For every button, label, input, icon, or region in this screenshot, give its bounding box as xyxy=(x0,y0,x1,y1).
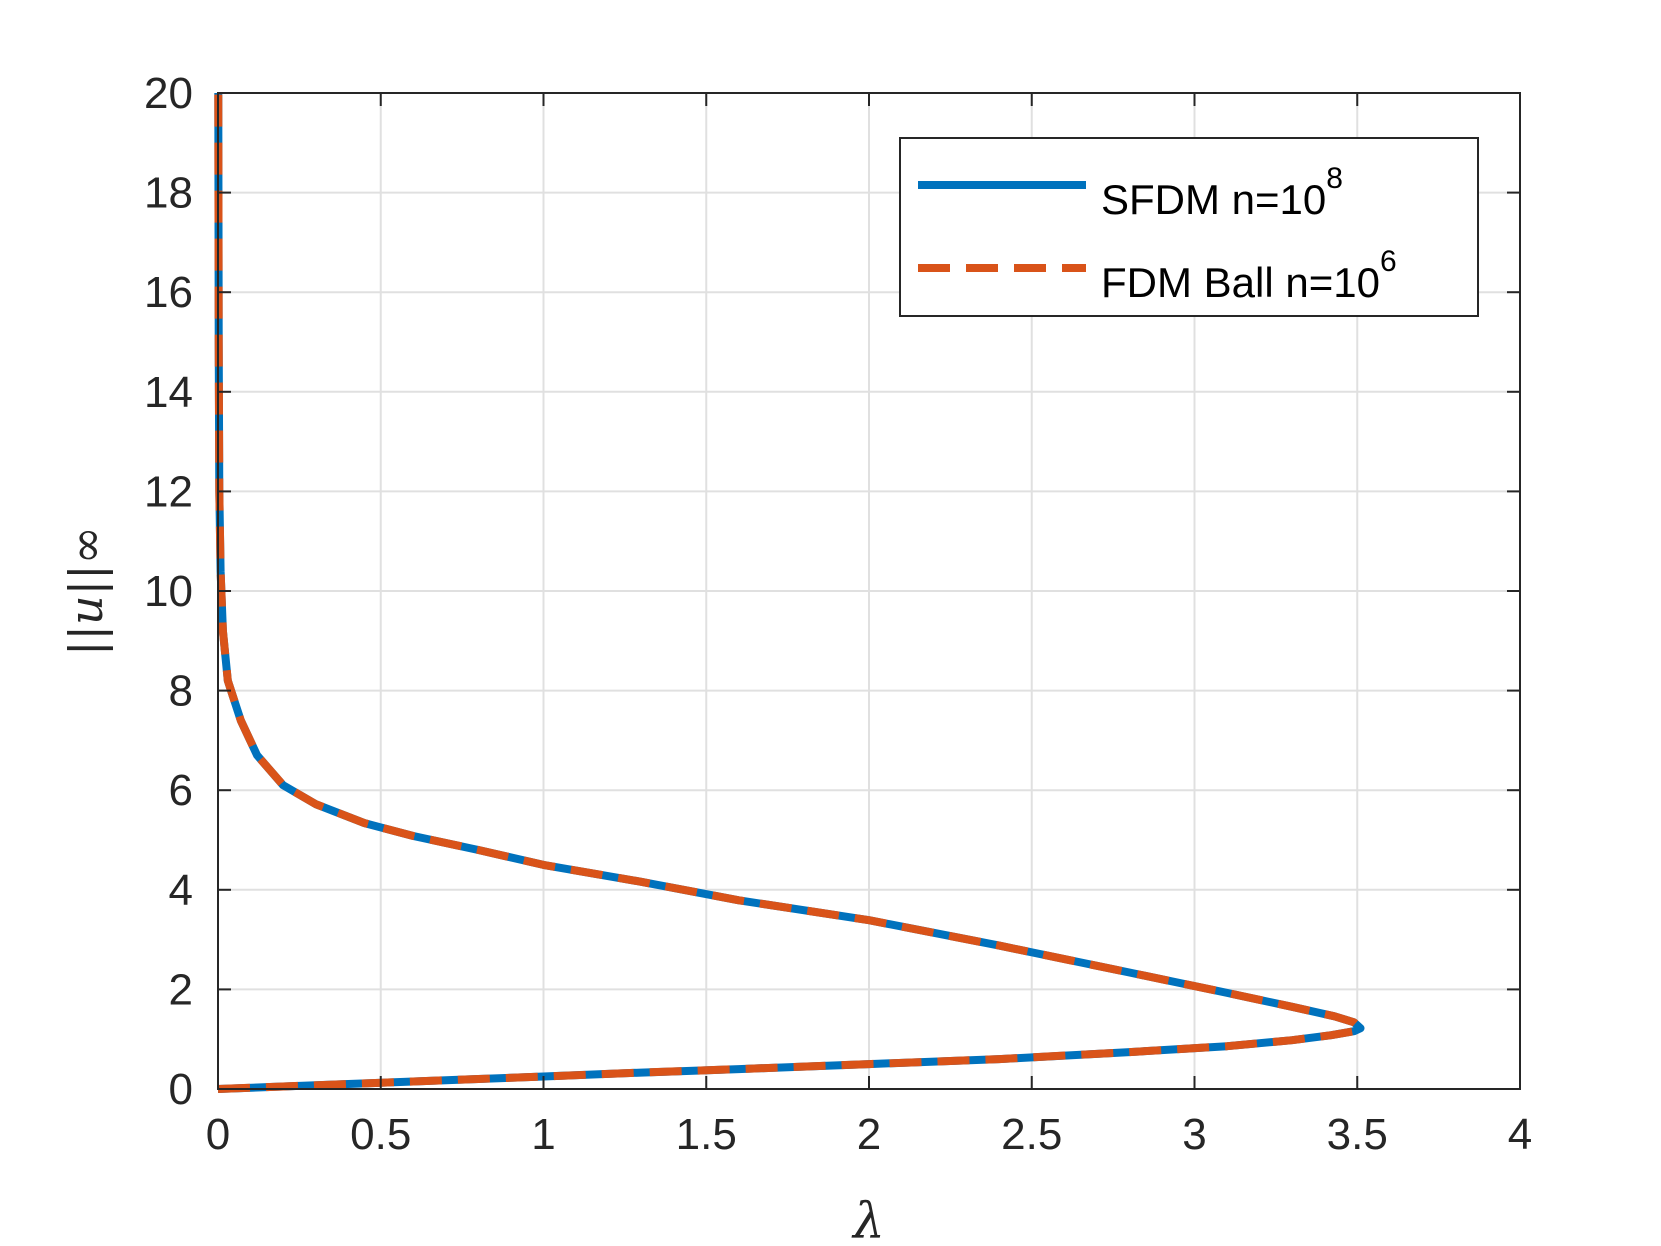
x-tick-label: 3 xyxy=(1182,1110,1206,1159)
y-tick-label: 4 xyxy=(169,866,193,915)
x-tick-label: 0 xyxy=(206,1110,230,1159)
legend: SFDM n=108 FDM Ball n=106 xyxy=(899,137,1479,317)
tick-labels: 0 0.5 1 1.5 2 2.5 3 3.5 4 0 2 4 6 8 10 12 14 16 18 20 xyxy=(144,69,1532,1159)
y-tick-label: 0 xyxy=(169,1065,193,1114)
x-tick-label: 0.5 xyxy=(350,1110,411,1159)
x-tick-label: 4 xyxy=(1508,1110,1532,1159)
y-tick-label: 18 xyxy=(144,169,193,218)
series-line-fdm-ball xyxy=(214,92,1365,1093)
y-tick-label: 2 xyxy=(169,965,193,1014)
x-tick-label: 2.5 xyxy=(1001,1110,1062,1159)
y-tick-label: 12 xyxy=(144,467,193,516)
legend-box xyxy=(899,137,1479,317)
x-axis-label: λ xyxy=(851,1192,885,1246)
x-tick-label: 3.5 xyxy=(1327,1110,1388,1159)
y-tick-label: 8 xyxy=(169,667,193,716)
x-tick-label: 1.5 xyxy=(676,1110,737,1159)
legend-label-sfdm: SFDM n=108 xyxy=(1101,162,1343,223)
y-tick-label: 20 xyxy=(144,69,193,118)
y-tick-label: 10 xyxy=(144,567,193,616)
y-tick-label: 14 xyxy=(144,368,193,417)
y-axis-label: ||u||∞ xyxy=(59,526,113,656)
y-tick-label: 16 xyxy=(144,268,193,317)
x-tick-label: 2 xyxy=(857,1110,881,1159)
series-layer xyxy=(214,92,1365,1093)
y-tick-label: 6 xyxy=(169,766,193,815)
x-tick-label: 1 xyxy=(531,1110,555,1159)
legend-label-fdm-ball: FDM Ball n=106 xyxy=(1101,245,1397,306)
ticks xyxy=(217,92,1521,1090)
